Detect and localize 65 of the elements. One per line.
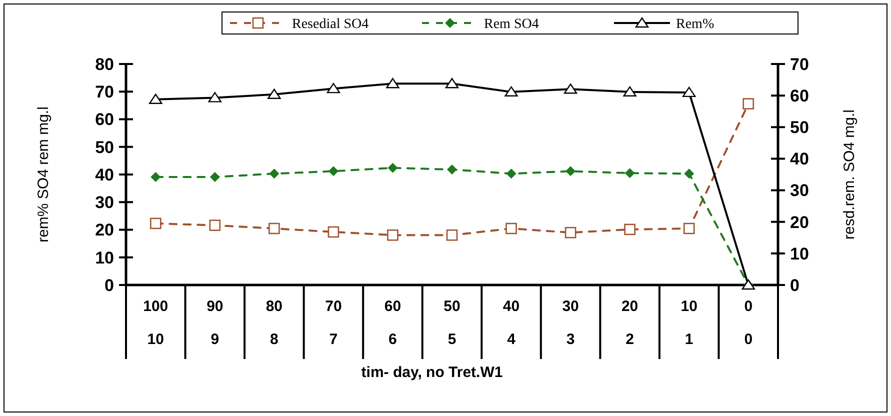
point xyxy=(328,166,338,176)
point xyxy=(387,229,398,241)
point xyxy=(682,86,696,98)
point xyxy=(445,78,459,88)
y2-tick-label: 60 xyxy=(790,86,809,106)
point xyxy=(742,98,754,110)
y-axis-title: rem% SO4 rem mg.l xyxy=(35,106,52,242)
x-tick-label: 50 5 xyxy=(444,298,460,348)
point xyxy=(566,166,576,176)
point xyxy=(150,218,162,230)
y2-tick-label: 30 xyxy=(790,181,809,200)
point xyxy=(564,84,578,94)
point xyxy=(506,222,517,234)
x-tick-label: 0 0 xyxy=(744,298,753,348)
point xyxy=(209,220,221,231)
point xyxy=(684,168,694,179)
y-tick-label: 20 xyxy=(95,220,114,240)
point xyxy=(268,88,281,99)
x-axis-title: tim- day, no Tret.W1 xyxy=(361,364,503,381)
point xyxy=(506,168,516,179)
point xyxy=(150,172,161,182)
point xyxy=(386,78,400,88)
y-tick-label: 10 xyxy=(95,248,114,268)
legend-label: Rem% xyxy=(676,16,714,32)
y-tick-label: 50 xyxy=(95,138,114,157)
x-tick-label: 90 9 xyxy=(206,298,224,348)
x-tick-label: 80 8 xyxy=(266,298,283,348)
point xyxy=(388,162,398,173)
point xyxy=(328,226,340,238)
y-tick-label: 30 xyxy=(95,193,114,212)
x-tick-label: 20 2 xyxy=(621,298,638,348)
point xyxy=(208,92,222,102)
point xyxy=(326,82,340,94)
y2-tick-label: 0 xyxy=(790,276,800,295)
y-tick-label: 60 xyxy=(95,110,114,130)
y-tick-label: 0 xyxy=(104,276,114,295)
y-tick-label: 80 xyxy=(95,54,114,74)
point xyxy=(269,168,280,179)
y2-tick-label: 70 xyxy=(790,54,809,74)
point xyxy=(623,86,636,96)
x-tick-label: 70 7 xyxy=(325,298,342,348)
point xyxy=(268,222,280,234)
point xyxy=(683,222,695,234)
y-tick-label: 70 xyxy=(95,82,114,102)
x-tick-label: 100 10 xyxy=(143,298,168,348)
x-tick-label: 10 1 xyxy=(680,298,698,348)
y2-tick-label: 40 xyxy=(790,150,809,169)
y2-tick-label: 20 xyxy=(790,212,809,232)
legend-label: Resedial SO4 xyxy=(292,16,369,32)
point xyxy=(624,224,636,236)
y2-tick-label: 50 xyxy=(790,118,809,138)
x-tick-label: 60 6 xyxy=(384,298,402,348)
y2-axis-title: resd.rem. SO4 mg.l xyxy=(841,109,858,240)
legend-label: Rem SO4 xyxy=(484,16,539,32)
point xyxy=(624,168,635,178)
point xyxy=(446,229,458,241)
point xyxy=(149,94,162,104)
x-tick-label: 30 3 xyxy=(562,298,579,348)
point xyxy=(447,164,457,175)
point xyxy=(564,226,576,238)
point xyxy=(210,172,220,182)
point xyxy=(504,86,518,96)
x-tick-label: 40 4 xyxy=(502,298,520,348)
y2-tick-label: 10 xyxy=(790,244,809,264)
y-tick-label: 40 xyxy=(95,165,114,184)
